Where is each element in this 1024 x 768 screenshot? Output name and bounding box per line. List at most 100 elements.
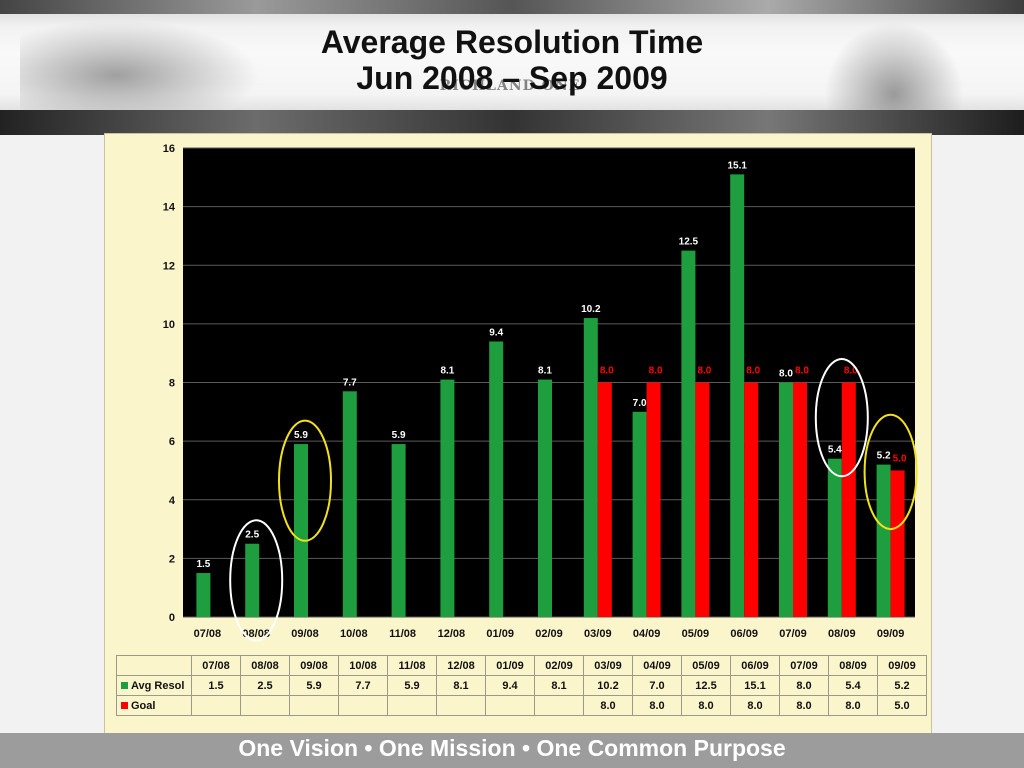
- bar-avg-resol: [196, 573, 211, 617]
- data-label-goal: 8.0: [795, 366, 809, 377]
- x-tick-label: 09/09: [877, 628, 905, 640]
- legend-goal-swatch: [121, 702, 128, 710]
- data-label-avg: 5.4: [828, 445, 842, 456]
- table-header-cell: 08/08: [240, 655, 290, 676]
- data-label-avg: 9.4: [489, 327, 503, 338]
- table-cell-goal: 8.0: [779, 695, 829, 716]
- y-tick-label: 16: [163, 143, 175, 155]
- data-label-avg: 5.9: [294, 430, 308, 441]
- data-label-avg: 15.1: [727, 160, 747, 171]
- table-header-cell: 02/09: [534, 655, 584, 676]
- data-label-avg: 12.5: [679, 237, 699, 248]
- table-cell-goal: 8.0: [828, 695, 878, 716]
- bar-avg-resol: [489, 341, 504, 617]
- x-tick-label: 01/09: [486, 628, 514, 640]
- x-tick-label: 10/08: [340, 628, 368, 640]
- bar-avg-resol: [681, 250, 696, 617]
- y-tick-label: 2: [169, 553, 175, 565]
- data-label-goal: 8.0: [746, 366, 760, 377]
- y-tick-label: 12: [163, 260, 175, 272]
- x-tick-label: 07/09: [779, 628, 807, 640]
- bar-avg-resol: [440, 379, 455, 617]
- data-label-goal: 8.0: [697, 366, 711, 377]
- x-tick-label: 11/08: [389, 628, 416, 640]
- chart-panel: 0 2 4 6 8 10 12 14 16 1.5 07/08 2.5 08/08 5.9 09/08 7.7…: [104, 133, 932, 735]
- bar-goal: [890, 470, 905, 617]
- x-tick-label: 04/09: [633, 628, 661, 640]
- highlight-ellipse: [229, 519, 284, 642]
- bar-avg-resol: [827, 458, 842, 617]
- bar-goal: [695, 382, 710, 617]
- data-label-avg: 1.5: [196, 559, 210, 570]
- table-header-cell: 01/09: [485, 655, 535, 676]
- y-tick-label: 0: [169, 612, 175, 624]
- y-tick-label: 4: [169, 495, 176, 507]
- y-tick-label: 14: [163, 202, 176, 214]
- legend-avg-label: Avg Resol: [131, 679, 185, 692]
- footer-slogan: One Vision • One Mission • One Common Pu…: [238, 735, 786, 761]
- bar-avg-resol: [391, 444, 406, 617]
- table-header-cell: 09/08: [289, 655, 339, 676]
- table-header-cell: 09/09: [877, 655, 927, 676]
- table-cell-goal: [436, 695, 486, 716]
- table-cell-goal: 5.0: [877, 695, 927, 716]
- banner-top-strip: [0, 0, 1024, 14]
- bar-goal: [646, 382, 661, 617]
- highlight-ellipse: [863, 413, 918, 531]
- table-cell-avg: 5.2: [877, 675, 927, 696]
- bar-goal: [841, 382, 856, 617]
- table-header-cell: 05/09: [681, 655, 731, 676]
- table-cell-avg: 12.5: [681, 675, 731, 696]
- table-cell-avg: 8.1: [436, 675, 486, 696]
- table-cell-avg: 2.5: [240, 675, 290, 696]
- x-tick-label: 06/09: [730, 628, 758, 640]
- bar-avg-resol: [583, 318, 598, 617]
- data-label-goal: 8.0: [844, 366, 858, 377]
- bar-avg-resol: [876, 464, 891, 617]
- table-cell-goal: 8.0: [632, 695, 682, 716]
- highlight-ellipse: [814, 358, 869, 478]
- table-cell-goal: [240, 695, 290, 716]
- header-banner: RICHLAND ONE: [0, 0, 1024, 135]
- data-label-avg: 5.2: [877, 451, 891, 462]
- table-cell-goal: [289, 695, 339, 716]
- table-cell-avg: 9.4: [485, 675, 535, 696]
- data-label-avg: 7.0: [633, 398, 647, 409]
- banner-logo: RICHLAND ONE: [439, 78, 581, 94]
- table-cell-avg: 5.4: [828, 675, 878, 696]
- y-tick-label: 10: [163, 319, 175, 331]
- table-header-row: 07/08 08/08 09/08 10/08 11/08 12/08 01/09 02/09…: [116, 655, 927, 676]
- table-cell-avg: 7.7: [338, 675, 388, 696]
- table-cell-avg: 10.2: [583, 675, 633, 696]
- x-tick-label: 08/09: [828, 628, 856, 640]
- bar-avg-resol: [245, 543, 260, 617]
- table-header-cell: 07/08: [191, 655, 241, 676]
- title-line-1: Average Resolution Time: [320, 24, 704, 60]
- data-table: 07/08 08/08 09/08 10/08 11/08 12/08 01/09 02/09…: [116, 655, 927, 716]
- footer-bar: One Vision • One Mission • One Common Pu…: [0, 733, 1024, 768]
- table-cell-avg: 1.5: [191, 675, 241, 696]
- table-cell-goal: 8.0: [583, 695, 633, 716]
- table-corner-cell: [116, 655, 192, 676]
- data-label-avg: 2.5: [245, 530, 259, 541]
- y-tick-label: 6: [169, 436, 175, 448]
- x-tick-label: 08/08: [242, 628, 270, 640]
- banner-bottom-strip: [0, 110, 1024, 135]
- table-cell-goal: [191, 695, 241, 716]
- data-label-avg: 8.1: [440, 366, 454, 377]
- bar-avg-resol: [632, 411, 647, 617]
- bar-avg-resol: [342, 391, 357, 617]
- table-header-cell: 04/09: [632, 655, 682, 676]
- table-cell-goal: [338, 695, 388, 716]
- bar-avg-resol: [294, 444, 308, 617]
- table-row-avg: Avg Resol 1.5 2.5 5.9 7.7 5.9 8.1 9.4 8.1 10.2 7.…: [116, 675, 927, 696]
- table-header-cell: 12/08: [436, 655, 486, 676]
- data-label-goal: 8.0: [600, 366, 614, 377]
- legend-avg: Avg Resol: [116, 675, 192, 696]
- data-label-avg: 10.2: [581, 304, 601, 315]
- bar-avg-resol: [730, 174, 745, 617]
- table-row-goal: Goal 8.0 8.0 8.0 8.0 8.0 8.0 5.0: [116, 695, 927, 716]
- y-tick-label: 8: [169, 378, 175, 390]
- table-cell-avg: 5.9: [289, 675, 339, 696]
- x-tick-label: 07/08: [194, 628, 222, 640]
